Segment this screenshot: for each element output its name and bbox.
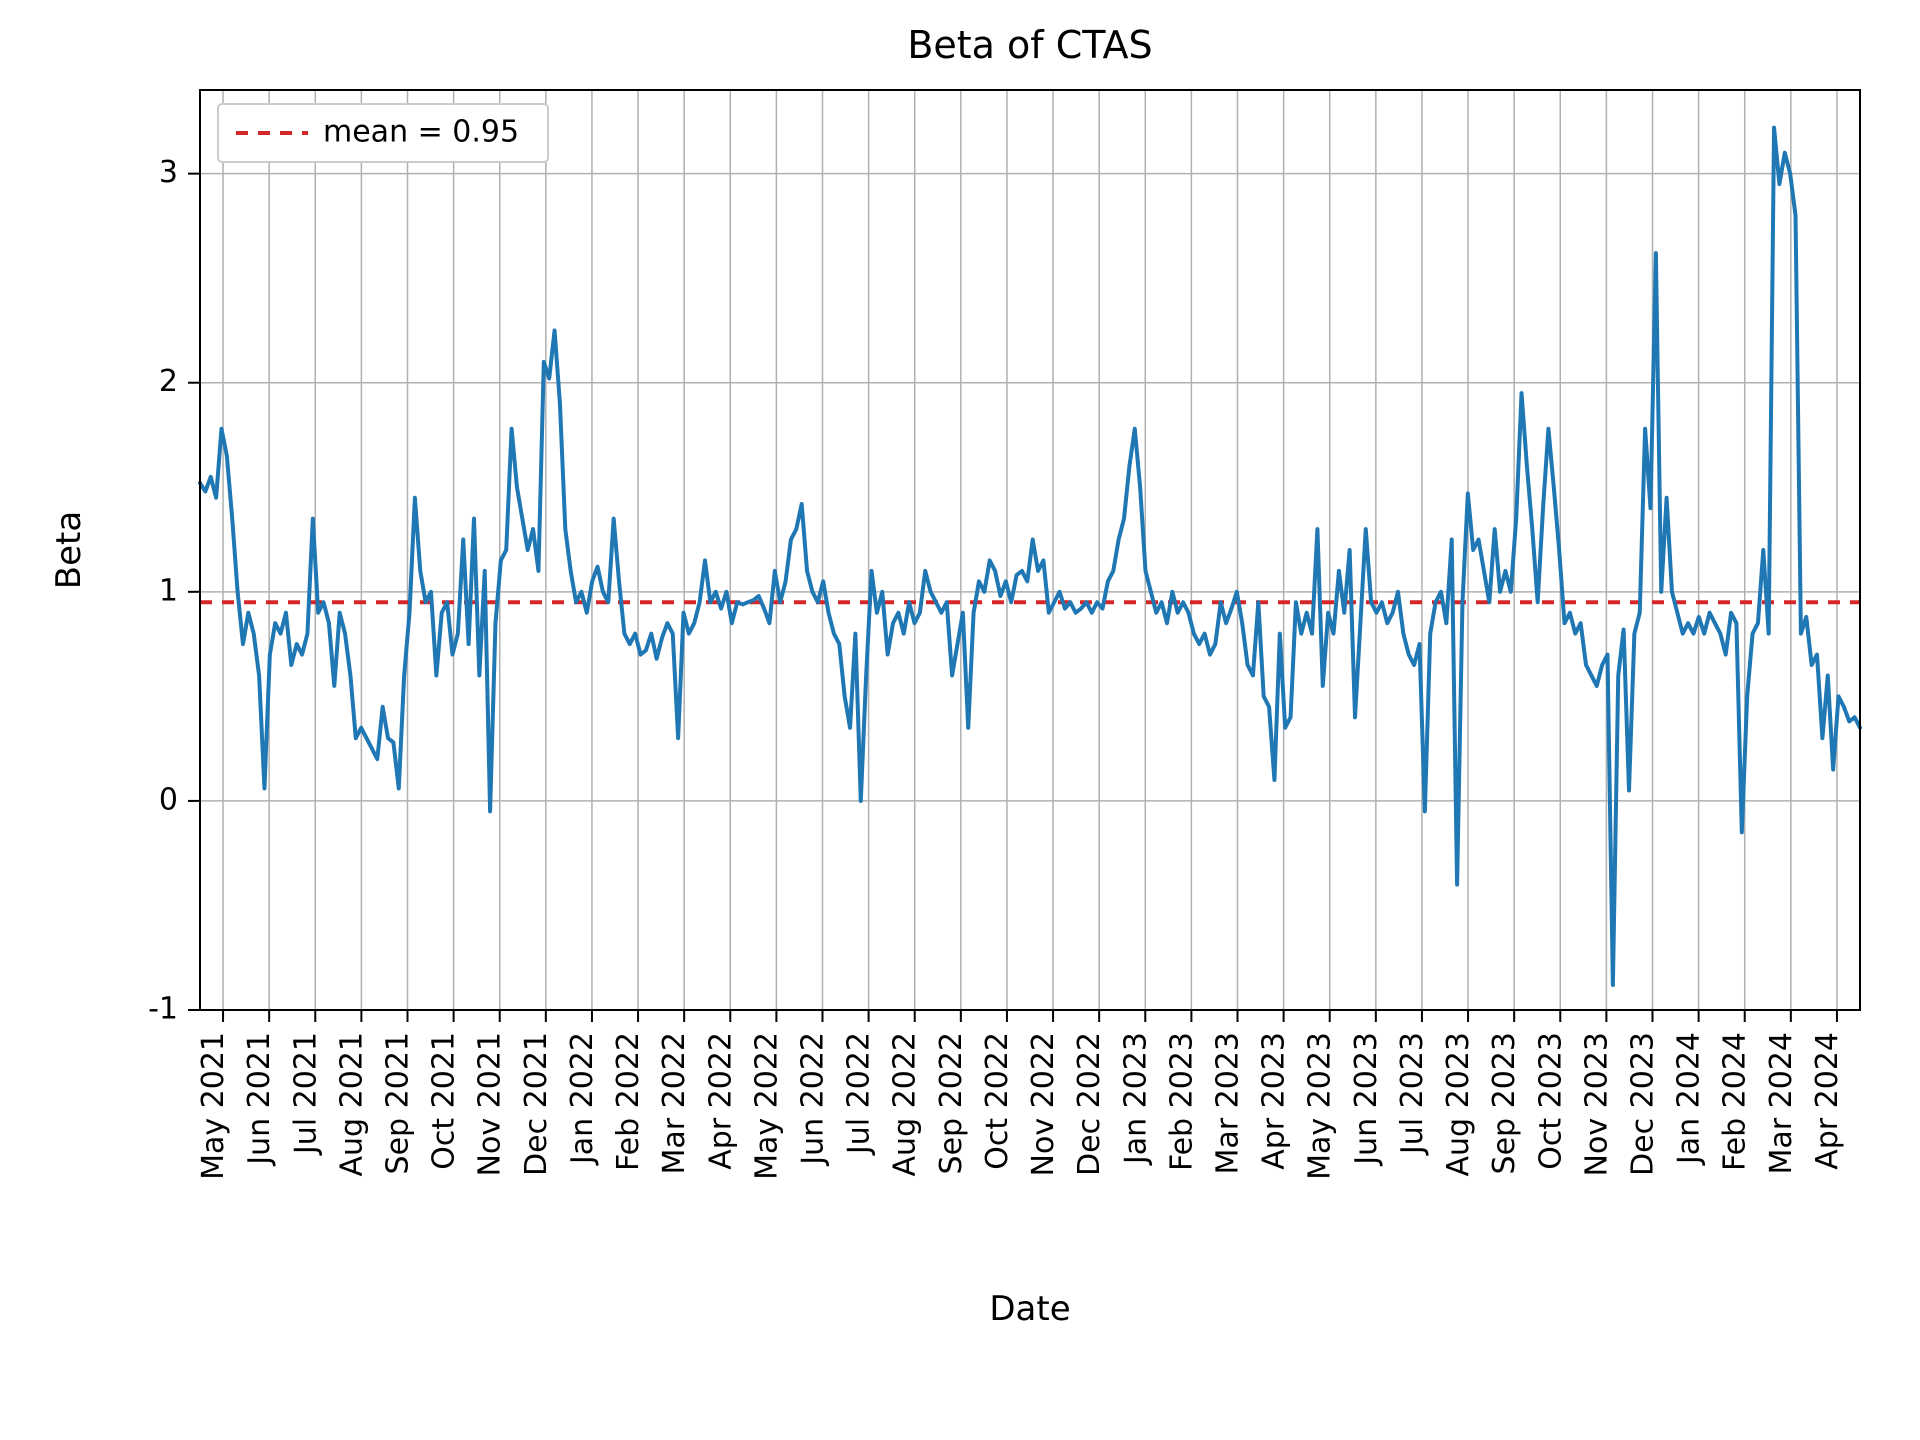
xtick-label: Aug 2022 (888, 1032, 923, 1176)
xtick-label: Jan 2023 (1118, 1032, 1153, 1166)
xtick-label: Jun 2021 (242, 1032, 277, 1167)
chart-container: -1 0 1 2 3 May 2021 Jun 2021 Jul 2021 Aug 2021 Se… (0, 0, 1920, 1440)
ytick-label: -1 (148, 992, 178, 1027)
xtick-label: Nov 2021 (473, 1032, 508, 1176)
legend-label: mean = 0.95 (323, 115, 519, 150)
xtick-label: Jul 2021 (288, 1032, 323, 1156)
xtick-label: Feb 2024 (1718, 1032, 1753, 1171)
y-axis-label: Beta (49, 511, 89, 589)
xtick-label: Jan 2022 (565, 1032, 600, 1166)
chart-title: Beta of CTAS (907, 23, 1152, 67)
xtick-label: Dec 2022 (1072, 1032, 1107, 1176)
xtick-label: Aug 2023 (1441, 1032, 1476, 1176)
ytick-label: 1 (159, 573, 178, 608)
ytick-label: 0 (159, 782, 178, 817)
xtick-label: Mar 2024 (1764, 1032, 1799, 1175)
xtick-label: Mar 2023 (1211, 1032, 1246, 1175)
xtick-label: Jun 2023 (1349, 1032, 1384, 1167)
xtick-label: Jun 2022 (796, 1032, 831, 1167)
beta-chart: -1 0 1 2 3 May 2021 Jun 2021 Jul 2021 Aug 2021 Se… (0, 0, 1920, 1440)
xtick-label: Sep 2023 (1487, 1032, 1522, 1174)
xtick-label: May 2021 (196, 1032, 231, 1180)
xtick-label: Sep 2021 (381, 1032, 416, 1174)
xtick-label: Jan 2024 (1672, 1032, 1707, 1166)
xtick-label: Feb 2023 (1164, 1032, 1199, 1171)
xtick-label: Oct 2021 (427, 1032, 462, 1170)
xtick-label: Sep 2022 (934, 1032, 969, 1174)
xtick-label: Jul 2023 (1395, 1032, 1430, 1156)
xtick-label: Apr 2024 (1810, 1032, 1845, 1170)
xtick-label: May 2023 (1303, 1032, 1338, 1180)
xtick-label: Jul 2022 (842, 1032, 877, 1156)
xtick-label: Dec 2023 (1626, 1032, 1661, 1176)
xtick-label: Mar 2022 (657, 1032, 692, 1175)
ytick-label: 3 (159, 155, 178, 190)
xtick-label: May 2022 (749, 1032, 784, 1180)
xtick-label: Oct 2023 (1533, 1032, 1568, 1170)
xtick-label: Dec 2021 (519, 1032, 554, 1176)
xtick-label: Nov 2022 (1026, 1032, 1061, 1176)
xtick-label: Apr 2022 (703, 1032, 738, 1170)
x-axis-label: Date (989, 1289, 1070, 1329)
xtick-label: Aug 2021 (334, 1032, 369, 1176)
xtick-label: Feb 2022 (611, 1032, 646, 1171)
xtick-label: Nov 2023 (1579, 1032, 1614, 1176)
xtick-label: Oct 2022 (980, 1032, 1015, 1170)
xtick-label: Apr 2023 (1257, 1032, 1292, 1170)
ytick-label: 2 (159, 364, 178, 399)
